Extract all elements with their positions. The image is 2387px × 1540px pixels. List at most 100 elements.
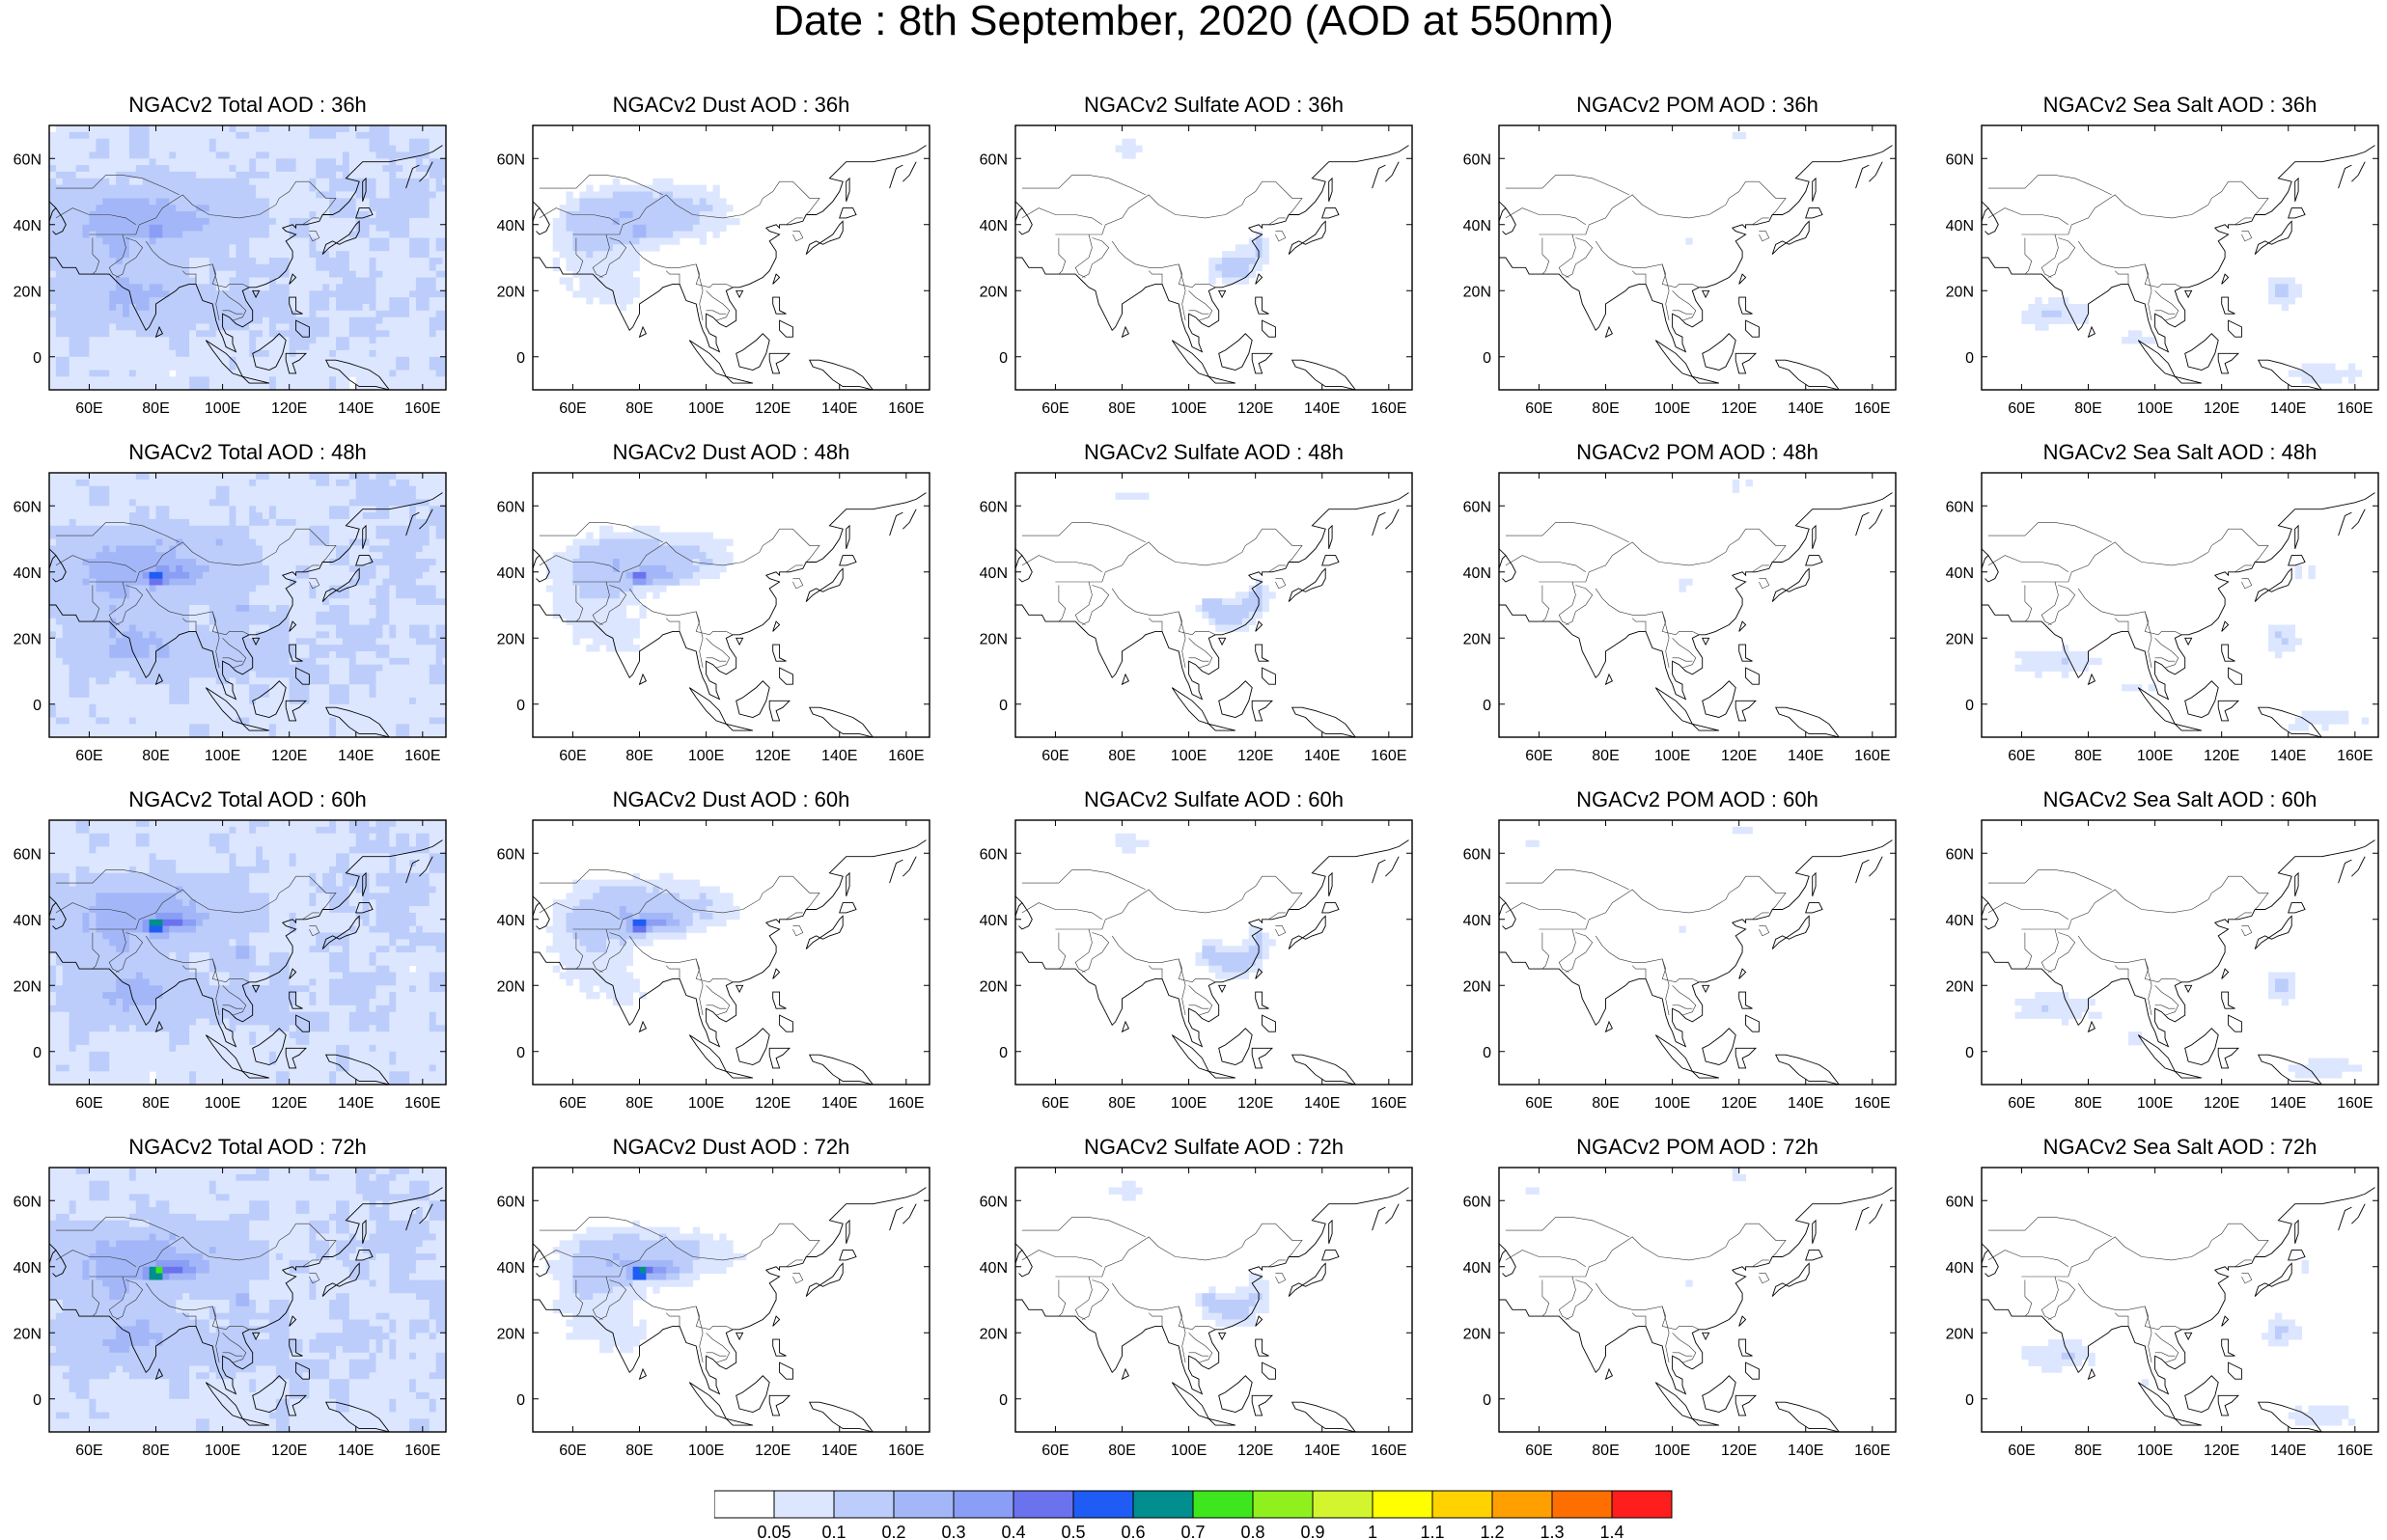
- lon-tick-label: 60E: [559, 1095, 586, 1112]
- lon-tick-label: 120E: [2204, 1095, 2239, 1112]
- lat-tick-label: 60N: [1946, 846, 1974, 863]
- lon-tick-label: 100E: [205, 748, 240, 764]
- lon-tick-label: 140E: [338, 1443, 374, 1459]
- aod-field: [545, 1220, 747, 1354]
- lon-tick-label: 100E: [688, 1443, 724, 1459]
- lon-tick-label: 80E: [142, 1443, 169, 1459]
- lon-tick-label: 100E: [1654, 1443, 1690, 1459]
- lat-tick-label: 20N: [1463, 284, 1491, 300]
- aod-field: [1525, 826, 1753, 933]
- map-frame: [1498, 819, 1897, 1086]
- lon-tick-label: 100E: [205, 400, 240, 417]
- panel-title: NGACv2 Sea Salt AOD : 72h: [2042, 1135, 2318, 1159]
- sulfate-aod-map: 60E 80E 100E 120E 140E 160E 60N 40N 20N 0: [980, 819, 1413, 1112]
- map-frame: [1981, 472, 2379, 738]
- lat-tick-label: 60N: [14, 499, 42, 515]
- figure-title: Date : 8th September, 2020 (AOD at 550nm…: [773, 0, 1614, 44]
- lon-tick-label: 100E: [1654, 1095, 1690, 1112]
- seasalt-aod-map: 60E 80E 100E 120E 140E 160E 60N 40N 20N 0: [1946, 819, 2379, 1112]
- lon-tick-label: 80E: [1592, 748, 1619, 764]
- lat-tick-label: 0: [1483, 1045, 1491, 1061]
- lat-tick-label: 0: [999, 698, 1008, 714]
- lon-tick-label: 160E: [1371, 748, 1406, 764]
- aod-field: [2021, 1259, 2356, 1426]
- aod-field: [49, 473, 446, 737]
- country-borders: [55, 522, 337, 669]
- coastlines: [1015, 839, 1409, 1085]
- lon-tick-label: 140E: [1788, 748, 1823, 764]
- map-frame: [1498, 124, 1897, 391]
- lon-tick-label: 140E: [1304, 1443, 1340, 1459]
- coastlines: [49, 492, 443, 737]
- lon-tick-label: 140E: [338, 1095, 374, 1112]
- seasalt-aod-map: 60E 80E 100E 120E 140E 160E 60N 40N 20N 0: [1946, 124, 2379, 417]
- lat-tick-label: 0: [999, 1392, 1008, 1409]
- lon-tick-label: 100E: [688, 400, 724, 417]
- map-frame: [1498, 1167, 1897, 1433]
- lon-tick-label: 60E: [1041, 1095, 1069, 1112]
- map-frame: [48, 819, 447, 1086]
- map-frame: [1981, 1167, 2379, 1433]
- lon-tick-label: 120E: [2204, 1443, 2239, 1459]
- lon-tick-label: 100E: [1171, 748, 1207, 764]
- lat-tick-label: 40N: [14, 1260, 42, 1277]
- country-borders: [539, 1217, 820, 1363]
- colorbar-swatch: [1072, 1490, 1134, 1519]
- country-borders: [1021, 522, 1303, 669]
- lon-tick-label: 140E: [821, 1443, 857, 1459]
- lon-tick-label: 100E: [2137, 1443, 2173, 1459]
- lon-tick-label: 100E: [1654, 748, 1690, 764]
- lat-tick-label: 60N: [1463, 1194, 1491, 1210]
- lon-tick-label: 60E: [2008, 748, 2035, 764]
- lon-tick-label: 160E: [888, 1095, 924, 1112]
- lon-tick-label: 120E: [1237, 1443, 1273, 1459]
- coastlines: [1982, 1187, 2375, 1432]
- lon-tick-label: 60E: [75, 748, 102, 764]
- lon-tick-label: 160E: [2337, 1095, 2373, 1112]
- country-borders: [1021, 1217, 1303, 1363]
- lat-tick-label: 60N: [980, 499, 1008, 515]
- lon-tick-label: 120E: [1721, 1095, 1757, 1112]
- colorbar-swatch: [1551, 1490, 1613, 1519]
- colorbar-label: 0.7: [1180, 1523, 1205, 1540]
- lat-tick-label: 0: [33, 350, 42, 367]
- total-aod-map: 60E 80E 100E 120E 140E 160E 60N 40N 20N 0: [14, 472, 447, 764]
- lat-tick-label: 40N: [1946, 913, 1974, 929]
- lat-tick-label: 40N: [980, 1260, 1008, 1277]
- lon-tick-label: 140E: [1304, 1095, 1340, 1112]
- lat-tick-label: 20N: [1463, 631, 1491, 647]
- lon-tick-label: 160E: [1854, 1095, 1890, 1112]
- lat-tick-label: 60N: [1946, 499, 1974, 515]
- coastlines: [533, 492, 927, 737]
- lon-tick-label: 120E: [1237, 400, 1273, 417]
- lat-tick-label: 0: [1965, 1392, 1974, 1409]
- lon-tick-label: 160E: [1854, 748, 1890, 764]
- country-borders: [1505, 175, 1787, 321]
- lon-tick-label: 80E: [1108, 1095, 1135, 1112]
- coastlines: [1982, 145, 2375, 390]
- lat-tick-label: 20N: [497, 978, 525, 995]
- lon-tick-label: 60E: [2008, 1095, 2035, 1112]
- panel-title: NGACv2 Dust AOD : 72h: [612, 1135, 850, 1159]
- lat-tick-label: 60N: [497, 151, 525, 168]
- total-aod-map: 60E 80E 100E 120E 140E 160E 60N 40N 20N 0: [14, 1167, 447, 1459]
- aod-field: [545, 872, 740, 1006]
- lat-tick-label: 40N: [1946, 565, 1974, 582]
- lon-tick-label: 120E: [1721, 748, 1757, 764]
- lon-tick-label: 140E: [1788, 1095, 1823, 1112]
- lat-tick-label: 40N: [14, 218, 42, 234]
- panel-title: NGACv2 Dust AOD : 48h: [612, 440, 850, 464]
- lat-tick-label: 20N: [1946, 978, 1974, 995]
- map-frame: [532, 124, 930, 391]
- lon-tick-label: 60E: [1525, 748, 1552, 764]
- lat-tick-label: 20N: [497, 284, 525, 300]
- map-panel-grid: NGACv2 Total AOD : 36h 60E 80E 100E 120E 140E…: [14, 93, 2379, 1459]
- pom-aod-map: 60E 80E 100E 120E 140E 160E 60N 40N 20N 0: [1463, 124, 1897, 417]
- lat-tick-label: 40N: [497, 1260, 525, 1277]
- panel-title: NGACv2 Sea Salt AOD : 60h: [2042, 787, 2318, 811]
- lat-tick-label: 40N: [980, 218, 1008, 234]
- map-frame: [1014, 472, 1413, 738]
- aod-field: [1525, 1168, 1746, 1287]
- colorbar-swatch: [893, 1490, 955, 1519]
- country-borders: [539, 522, 820, 669]
